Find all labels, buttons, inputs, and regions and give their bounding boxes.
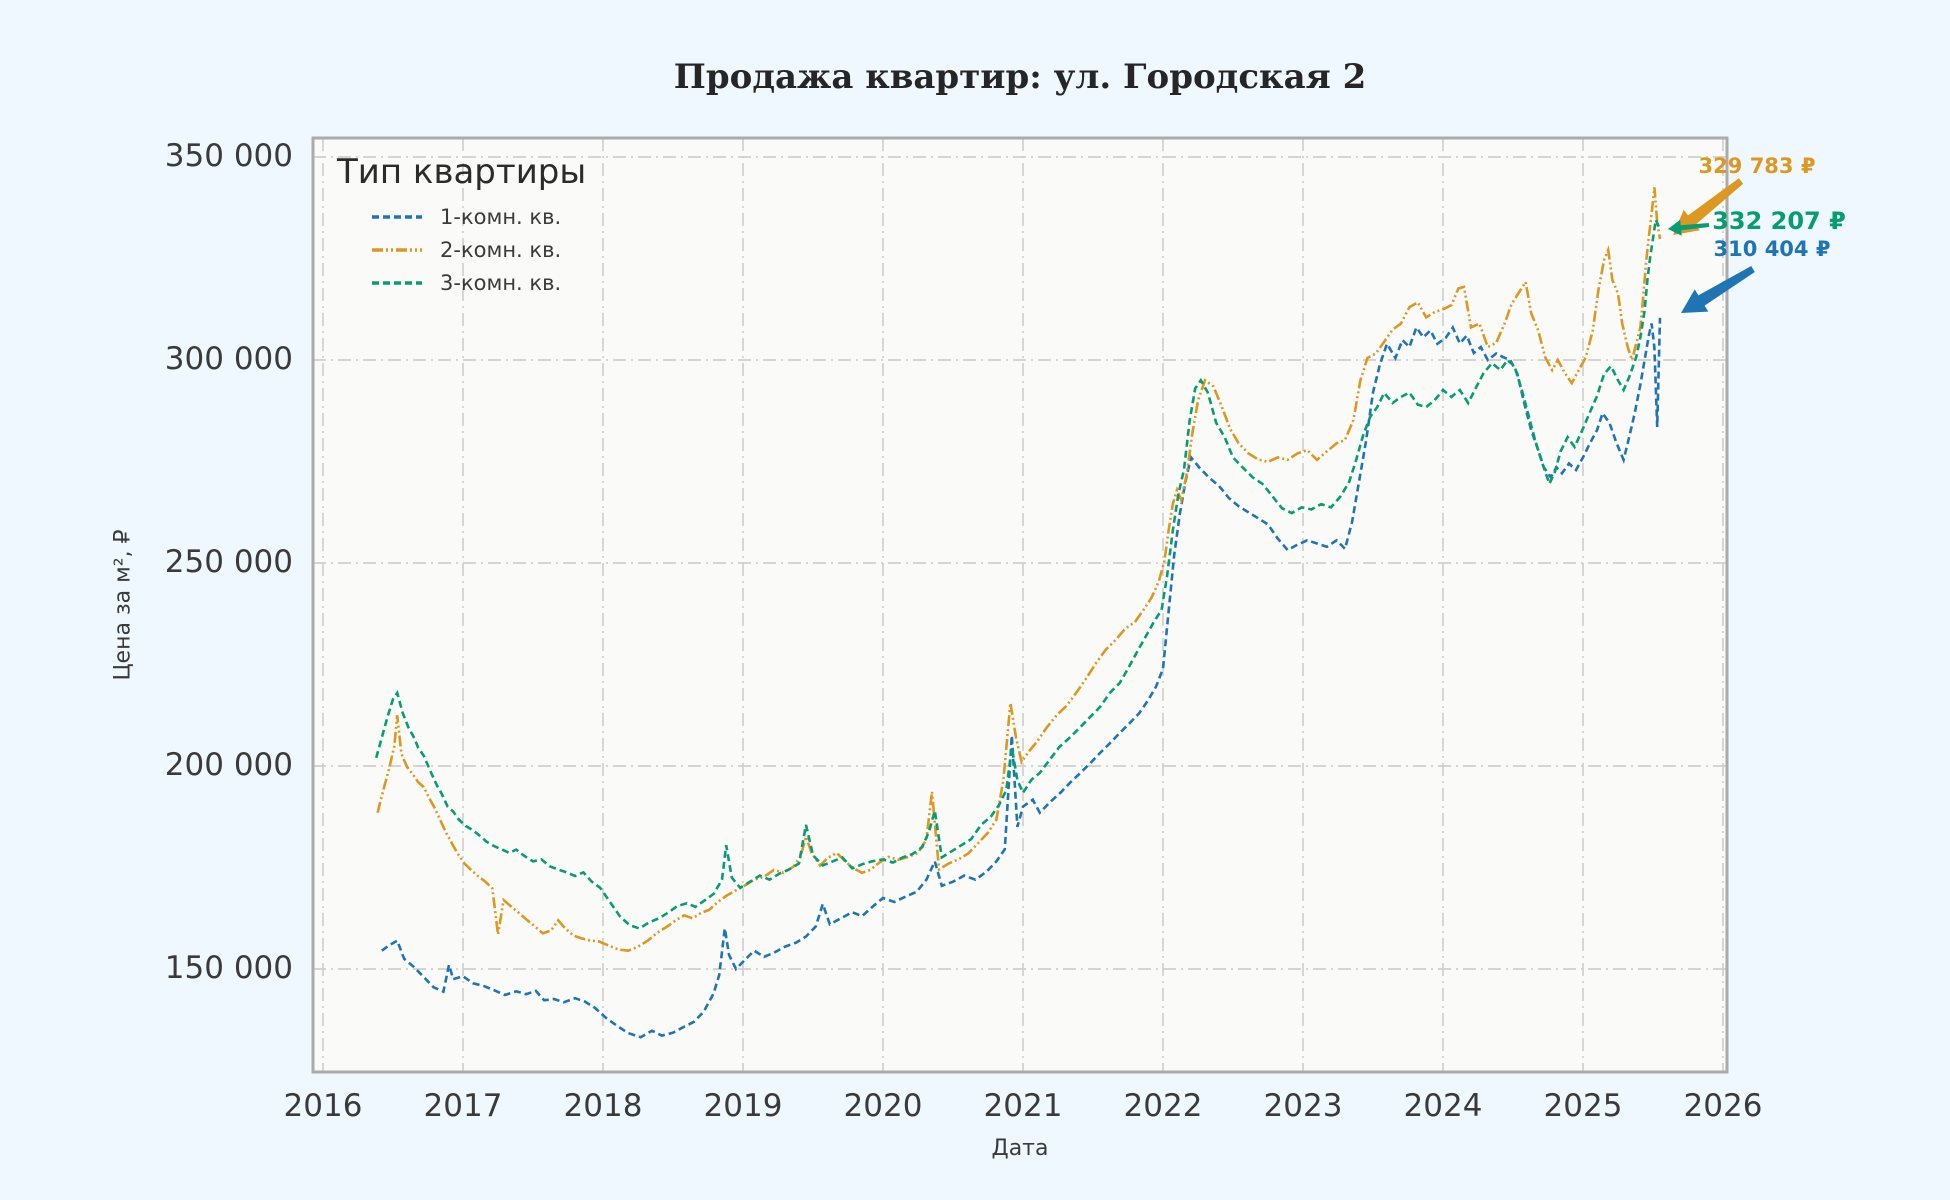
legend-line-sample — [372, 280, 422, 285]
annotation-arrow-2 — [1673, 178, 1744, 235]
y-tick-label: 150 000 — [164, 950, 293, 986]
series-end-value-label-1: 310 404 ₽ — [1713, 237, 1831, 261]
x-tick-label: 2018 — [563, 1088, 643, 1124]
legend-line-sample — [372, 214, 422, 219]
x-tick-label: 2020 — [843, 1088, 923, 1124]
x-axis-label: Дата — [991, 1136, 1049, 1161]
y-tick-label: 200 000 — [164, 747, 293, 783]
x-tick-label: 2016 — [283, 1088, 363, 1124]
x-tick-label: 2022 — [1123, 1088, 1203, 1124]
series-end-value-label-2: 329 783 ₽ — [1698, 154, 1816, 178]
y-tick-label: 300 000 — [164, 341, 293, 377]
chart-title: Продажа квартир: ул. Городская 2 — [673, 57, 1367, 97]
series-end-value-label-3: 332 207 ₽ — [1712, 207, 1846, 235]
legend-item-label: 2-комн. кв. — [440, 237, 562, 262]
legend-item-2: 2-комн. кв. — [371, 233, 586, 266]
x-tick-label: 2023 — [1263, 1088, 1343, 1124]
legend-item-3: 3-комн. кв. — [371, 266, 586, 299]
axes-box — [311, 136, 1729, 1074]
series-line-2 — [376, 187, 1662, 953]
y-tick-label: 350 000 — [164, 138, 293, 174]
annotation-arrow-3 — [1668, 219, 1710, 236]
x-tick-label: 2019 — [703, 1088, 783, 1124]
legend-line-sample — [372, 247, 422, 252]
legend: Тип квартиры 1-комн. кв. 2-комн. кв. 3-ком… — [337, 152, 586, 299]
series-line-3 — [374, 215, 1662, 930]
legend-item-label: 3-комн. кв. — [440, 270, 562, 295]
x-tick-label: 2021 — [983, 1088, 1063, 1124]
legend-item-1: 1-комн. кв. — [371, 200, 586, 233]
x-tick-label: 2017 — [423, 1088, 503, 1124]
x-tick-label: 2025 — [1543, 1088, 1623, 1124]
legend-item-label: 1-комн. кв. — [440, 204, 562, 229]
y-tick-label: 250 000 — [164, 544, 293, 580]
plot-background — [313, 138, 1727, 1072]
annotation-arrow-1 — [1681, 266, 1755, 313]
x-tick-label: 2026 — [1683, 1088, 1763, 1124]
series-line-1 — [381, 317, 1662, 1039]
legend-rows: 1-комн. кв. 2-комн. кв. 3-комн. кв. — [337, 200, 586, 299]
legend-title: Тип квартиры — [337, 152, 587, 192]
x-tick-label: 2024 — [1403, 1088, 1483, 1124]
